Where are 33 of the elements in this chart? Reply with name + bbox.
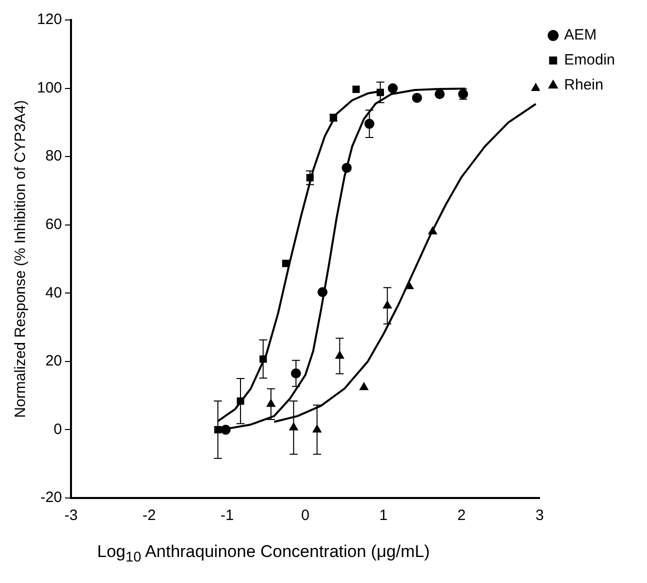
y-tick-label: 20 xyxy=(45,352,62,370)
legend-label: AEM xyxy=(564,26,597,44)
x-tick-label: -3 xyxy=(64,507,78,524)
legend-label: Rhein xyxy=(564,76,604,94)
point xyxy=(376,88,384,96)
point xyxy=(220,424,231,435)
x-tick-label: 0 xyxy=(301,507,310,524)
point xyxy=(352,86,360,93)
y-tick-label: 40 xyxy=(45,284,62,302)
x-tick-label: -2 xyxy=(142,507,156,524)
x-tick-label: 2 xyxy=(457,507,466,524)
y-tick-label: 60 xyxy=(45,216,62,233)
y-tick-label: 0 xyxy=(54,420,62,438)
point xyxy=(412,92,422,103)
y-tick-label: 80 xyxy=(45,148,62,165)
x-tick-label: -1 xyxy=(220,507,234,524)
x-tick-label: 1 xyxy=(379,507,388,524)
point xyxy=(388,83,398,94)
y-tick-label: 100 xyxy=(36,79,62,96)
x-axis-title: Log$_{10}$ Anthraquinone Concentration (μg/mL) xyxy=(96,542,431,566)
point xyxy=(428,226,438,234)
y-tick-label: -20 xyxy=(40,489,62,506)
point xyxy=(531,83,540,92)
point xyxy=(318,287,328,298)
point xyxy=(282,260,290,268)
x-tick-label: 3 xyxy=(535,507,544,524)
y-axis-title: Normalized Response (% Inhibition of CYP3A4) xyxy=(12,100,30,418)
point xyxy=(342,162,352,173)
y-tick-label: 120 xyxy=(36,11,62,28)
point xyxy=(434,89,445,100)
point xyxy=(360,382,368,390)
legend-label: Emodin xyxy=(564,52,615,69)
point xyxy=(404,281,414,290)
